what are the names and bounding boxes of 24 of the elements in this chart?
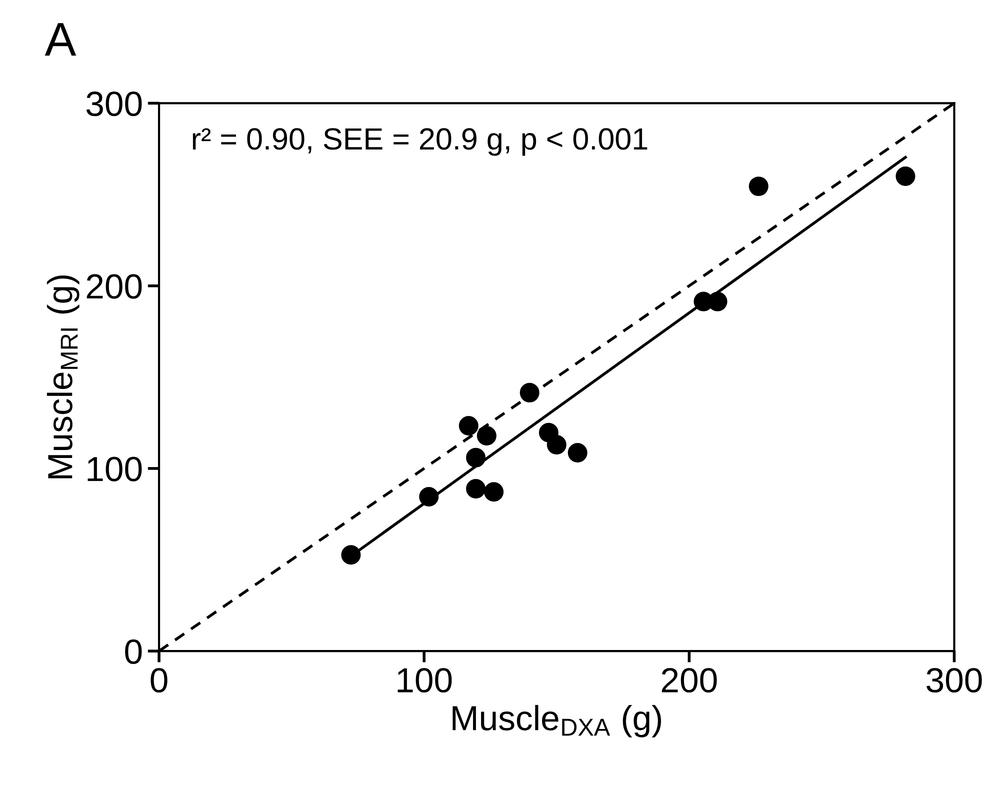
point bbox=[748, 176, 768, 196]
y-tick-label: 0 bbox=[125, 639, 142, 664]
point bbox=[546, 434, 566, 454]
point bbox=[568, 443, 588, 463]
point bbox=[341, 545, 361, 565]
x-axis-title: Muscle$_{DXA}$ (g) bbox=[452, 704, 661, 738]
y-tick-label: 200 bbox=[86, 274, 142, 299]
y-tick-label: 100 bbox=[88, 456, 142, 482]
x-tick-label: 200 bbox=[662, 668, 717, 693]
point bbox=[484, 482, 504, 502]
point bbox=[466, 448, 486, 468]
point bbox=[520, 382, 540, 402]
y-tick-label: 300 bbox=[86, 92, 142, 116]
chart-title: A bbox=[44, 23, 76, 56]
point bbox=[476, 426, 496, 446]
x-tick-label: 0 bbox=[150, 668, 168, 693]
annotation: r² = 0.90, SEE = 20.9 g, p < 0.001 bbox=[192, 128, 648, 156]
point bbox=[419, 487, 439, 507]
point bbox=[458, 416, 478, 436]
x-tick-label: 100 bbox=[398, 668, 452, 693]
y-axis-title: Muscle$_{MRI}$ (g) bbox=[46, 275, 80, 478]
x-tick-label: 300 bbox=[926, 668, 982, 693]
point bbox=[466, 478, 486, 498]
point bbox=[896, 166, 916, 186]
